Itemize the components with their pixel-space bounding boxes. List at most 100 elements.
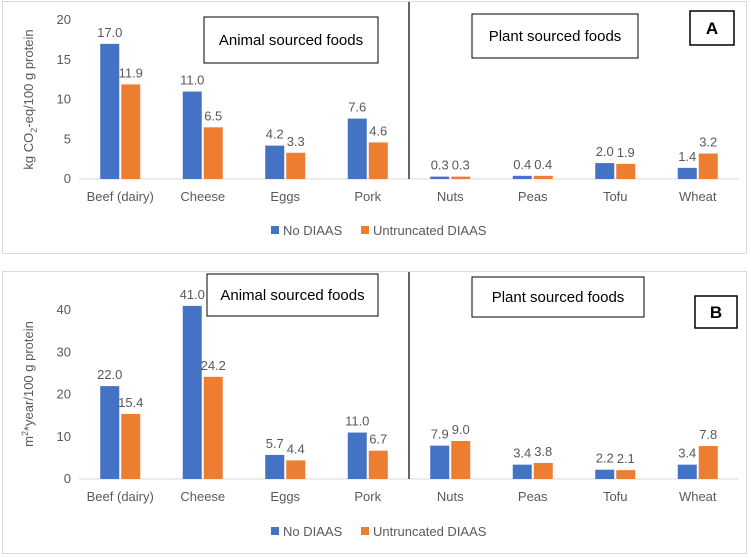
bar-untruncated-diaas bbox=[368, 142, 388, 179]
bar-untruncated-diaas bbox=[451, 176, 471, 179]
bar-untruncated-diaas bbox=[368, 450, 388, 479]
data-label: 6.7 bbox=[369, 432, 387, 447]
x-category-label: Nuts bbox=[437, 189, 464, 204]
x-category-label: Wheat bbox=[679, 189, 717, 204]
legend-swatch-untruncated-diaas bbox=[361, 226, 369, 234]
panel-label: B bbox=[710, 303, 722, 322]
group-label-box bbox=[471, 276, 645, 318]
bar-no-diaas bbox=[430, 176, 450, 179]
data-label: 11.9 bbox=[119, 65, 143, 80]
x-category-label: Tofu bbox=[603, 489, 628, 504]
data-label: 1.4 bbox=[678, 149, 696, 164]
panel-label: A bbox=[706, 19, 718, 38]
x-category-label: Peas bbox=[518, 489, 548, 504]
data-label: 3.3 bbox=[287, 134, 305, 149]
data-label: 5.7 bbox=[266, 436, 284, 451]
data-label: 3.8 bbox=[534, 444, 552, 459]
bar-untruncated-diaas bbox=[286, 460, 306, 479]
y-axis-title: kg CO2-eq/100 g protein bbox=[21, 29, 39, 169]
bar-untruncated-diaas bbox=[616, 163, 636, 179]
bar-no-diaas bbox=[182, 305, 202, 479]
group-label: Plant sourced foods bbox=[489, 28, 622, 45]
data-label: 11.0 bbox=[345, 414, 369, 429]
y-tick-label: 20 bbox=[57, 12, 71, 27]
chart-panel-b: 0 10 20 30 40 m2*year/100 g protein Beef (dair… bbox=[2, 271, 747, 554]
bar-no-diaas bbox=[265, 145, 285, 179]
bar-untruncated-diaas bbox=[533, 175, 553, 179]
chart-panel-a: 0 5 10 15 20 kg CO2-eq/100 g protein Beef (dai… bbox=[2, 1, 747, 254]
x-category-label: Eggs bbox=[270, 489, 300, 504]
x-category-label: Pork bbox=[354, 189, 381, 204]
data-label: 0.4 bbox=[534, 157, 552, 172]
group-label: Plant sourced foods bbox=[492, 289, 625, 306]
bar-no-diaas bbox=[595, 163, 615, 179]
group-label-box bbox=[471, 13, 639, 59]
data-label: 4.6 bbox=[369, 123, 387, 138]
bar-untruncated-diaas bbox=[698, 446, 718, 479]
bar-untruncated-diaas bbox=[121, 84, 141, 179]
data-label: 1.9 bbox=[617, 145, 635, 160]
y-axis-title: m2*year/100 g protein bbox=[20, 321, 36, 447]
bar-no-diaas bbox=[677, 464, 697, 479]
legend-label-no-diaas: No DIAAS bbox=[283, 524, 343, 539]
y-tick-label: 0 bbox=[64, 471, 71, 486]
panel-label-box bbox=[694, 295, 738, 329]
bar-untruncated-diaas bbox=[121, 413, 141, 479]
data-label: 4.2 bbox=[266, 127, 284, 142]
legend-swatch-no-diaas bbox=[271, 226, 279, 234]
bar-untruncated-diaas bbox=[286, 152, 306, 179]
y-tick-label: 0 bbox=[64, 171, 71, 186]
y-tick-label: 10 bbox=[57, 92, 71, 107]
data-label: 9.0 bbox=[452, 422, 470, 437]
data-label: 11.0 bbox=[180, 73, 204, 88]
data-label: 0.3 bbox=[431, 158, 449, 173]
bar-untruncated-diaas bbox=[203, 127, 223, 179]
bar-no-diaas bbox=[182, 91, 202, 179]
x-category-label: Tofu bbox=[603, 189, 628, 204]
y-tick-label: 10 bbox=[57, 429, 71, 444]
y-tick-label: 5 bbox=[64, 131, 71, 146]
x-category-label: Nuts bbox=[437, 489, 464, 504]
bar-untruncated-diaas bbox=[533, 462, 553, 479]
bar-no-diaas bbox=[347, 432, 367, 479]
panel-label-box bbox=[689, 10, 735, 46]
bar-no-diaas bbox=[512, 464, 532, 479]
data-label: 7.8 bbox=[699, 427, 717, 442]
x-category-label: Pork bbox=[354, 489, 381, 504]
x-category-label: Cheese bbox=[180, 189, 225, 204]
group-label: Animal sourced foods bbox=[219, 32, 363, 49]
legend-label-no-diaas: No DIAAS bbox=[283, 223, 343, 238]
data-label: 41.0 bbox=[180, 287, 205, 302]
y-tick-label: 20 bbox=[57, 387, 71, 402]
bar-untruncated-diaas bbox=[616, 470, 636, 479]
data-label: 24.2 bbox=[201, 358, 226, 373]
x-category-label: Peas bbox=[518, 189, 548, 204]
group-label: Animal sourced foods bbox=[220, 287, 364, 304]
data-label: 2.2 bbox=[596, 451, 614, 466]
data-label: 3.4 bbox=[678, 446, 696, 461]
data-label: 4.4 bbox=[287, 441, 305, 456]
data-label: 15.4 bbox=[118, 395, 143, 410]
legend-swatch-no-diaas bbox=[271, 527, 279, 535]
x-category-label: Wheat bbox=[679, 489, 717, 504]
data-label: 0.3 bbox=[452, 158, 470, 173]
data-label: 22.0 bbox=[97, 367, 122, 382]
legend-label-untruncated-diaas: Untruncated DIAAS bbox=[373, 524, 487, 539]
bar-no-diaas bbox=[595, 469, 615, 479]
data-label: 3.4 bbox=[513, 446, 531, 461]
data-label: 7.9 bbox=[431, 427, 449, 442]
bar-no-diaas bbox=[265, 454, 285, 479]
x-category-label: Beef (dairy) bbox=[87, 489, 154, 504]
bar-no-diaas bbox=[512, 175, 532, 179]
y-tick-label: 30 bbox=[57, 344, 71, 359]
bar-no-diaas bbox=[677, 167, 697, 179]
data-label: 0.4 bbox=[513, 157, 531, 172]
bar-untruncated-diaas bbox=[203, 376, 223, 479]
group-label-box bbox=[203, 16, 379, 64]
bar-no-diaas bbox=[100, 43, 120, 179]
x-category-label: Eggs bbox=[270, 189, 300, 204]
chart-b: 0 10 20 30 40 m2*year/100 g protein Beef (dair… bbox=[20, 272, 739, 539]
legend-swatch-untruncated-diaas bbox=[361, 527, 369, 535]
data-label: 7.6 bbox=[348, 100, 366, 115]
y-tick-label: 15 bbox=[57, 52, 71, 67]
